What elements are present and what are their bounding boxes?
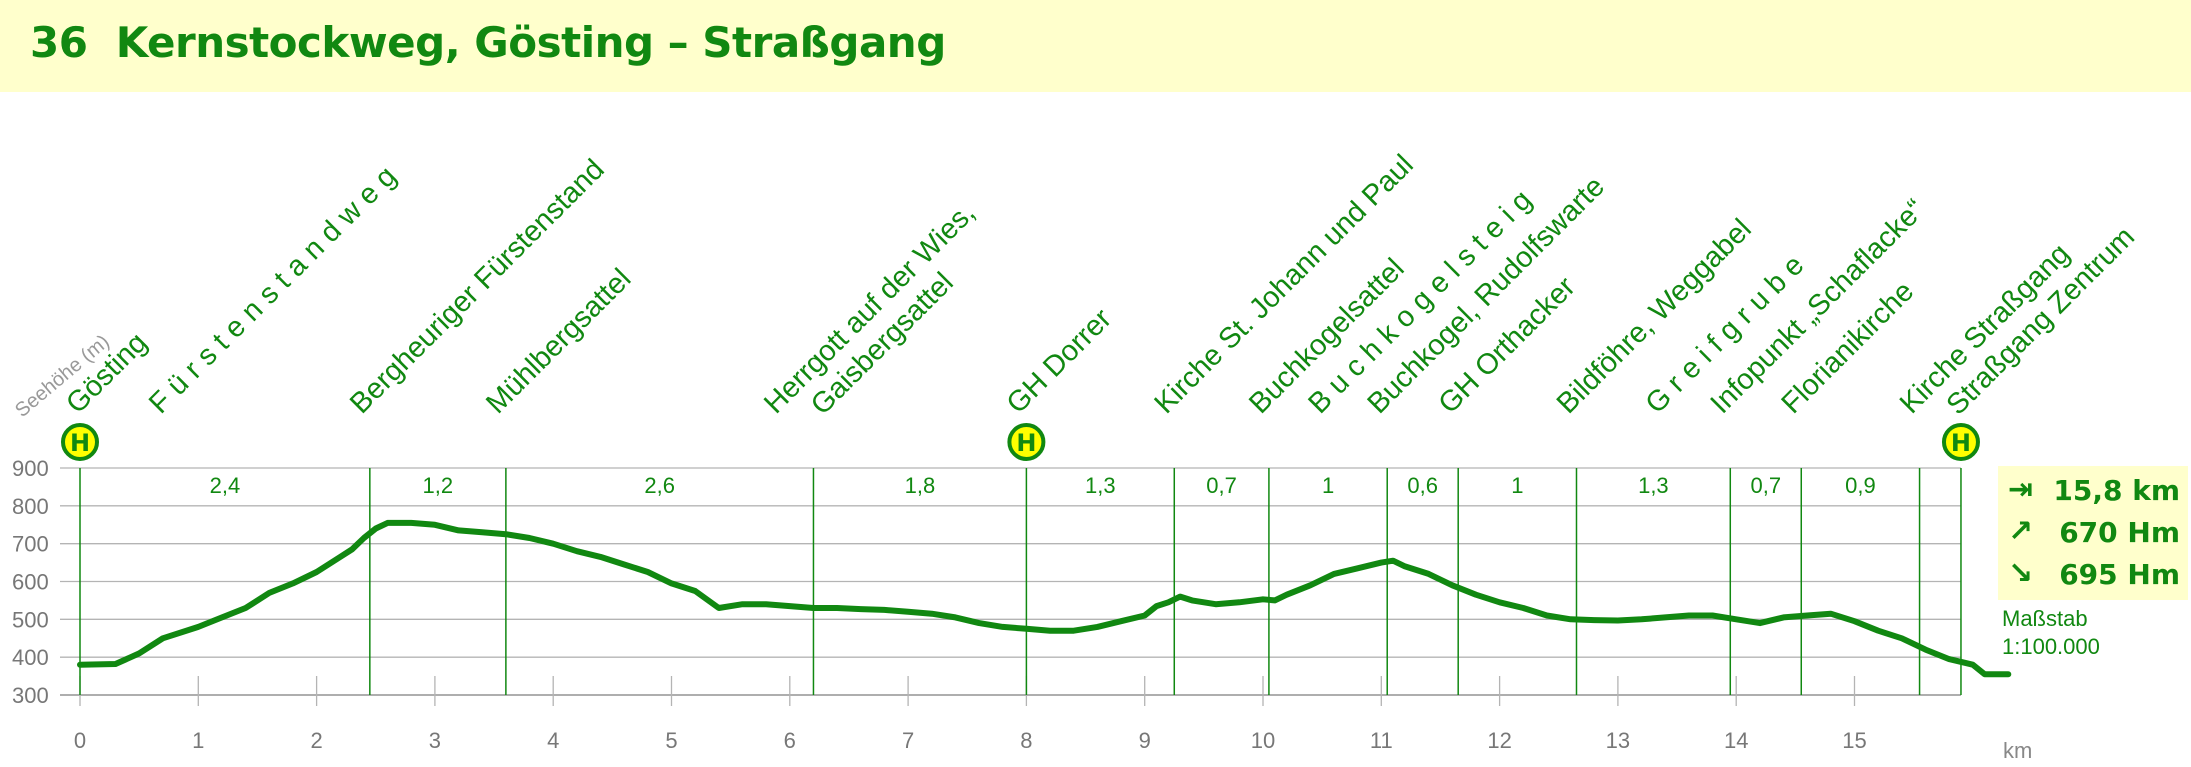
arrow-down-right-icon: ↘ — [2008, 556, 2034, 591]
segment-distance-label: 1,3 — [1085, 473, 1116, 498]
bus-stop-letter: H — [1951, 429, 1971, 457]
waypoint-label: GH Dorrer — [1001, 303, 1118, 420]
arrow-right-bar-icon: ⇥ — [2008, 472, 2034, 507]
x-axis-label: km — [2003, 738, 2032, 763]
scale-label: Maßstab — [2002, 606, 2088, 631]
title-banner: 36 Kernstockweg, Gösting – Straßgang — [0, 0, 2191, 92]
x-tick-label: 5 — [665, 728, 677, 753]
waypoint-label: Mühlbergsattel — [480, 263, 637, 420]
waypoint-label-line: GH Dorrer — [1001, 303, 1118, 420]
bus-stop-icon — [1007, 423, 1046, 461]
elevation-profile-line — [77, 519, 2012, 678]
segment-distance-label: 2,4 — [210, 473, 241, 498]
y-tick-label: 800 — [12, 494, 49, 519]
page-title: 36 Kernstockweg, Gösting – Straßgang — [30, 18, 946, 67]
x-tick-label: 14 — [1724, 728, 1748, 753]
x-tick-label: 0 — [74, 728, 86, 753]
waypoint-label: Herrgott auf der Wies,Gaisbergsattel — [758, 197, 1005, 444]
segment-distance-label: 0,7 — [1206, 473, 1237, 498]
x-tick-label: 12 — [1487, 728, 1511, 753]
ascent-row: ↗ 670 Hm — [1998, 512, 2188, 552]
x-tick-label: 13 — [1606, 728, 1630, 753]
y-tick-label: 400 — [12, 645, 49, 670]
waypoint-label-line: Herrgott auf der Wies, — [758, 197, 981, 420]
segment-distance-label: 1,2 — [423, 473, 454, 498]
bus-stop-letter: H — [70, 429, 90, 457]
segment-distance-label: 1 — [1511, 473, 1523, 498]
x-tick-label: 11 — [1370, 728, 1393, 753]
x-tick-label: 7 — [902, 728, 914, 753]
route-summary-box: ⇥ 15,8 km ↗ 670 Hm ↘ 695 Hm — [1998, 466, 2188, 600]
descent-row: ↘ 695 Hm — [1998, 554, 2188, 594]
y-tick-label: 500 — [12, 607, 49, 632]
distance-row: ⇥ 15,8 km — [1998, 470, 2188, 510]
y-tick-label: 300 — [12, 683, 49, 708]
scale-value: 1:100.000 — [2002, 634, 2100, 659]
bus-stop-letter: H — [1016, 429, 1036, 457]
waypoint-label: Kirche StraßgangStraßgang Zentrum — [1894, 197, 2141, 444]
segment-distance-label: 0,7 — [1750, 473, 1781, 498]
segment-distance-label: 1 — [1322, 473, 1334, 498]
x-tick-label: 3 — [429, 728, 441, 753]
distance-value: 15,8 km — [2053, 474, 2180, 507]
x-tick-label: 6 — [784, 728, 796, 753]
y-tick-label: 900 — [12, 456, 49, 481]
y-tick-label: 700 — [12, 532, 49, 557]
arrow-up-right-icon: ↗ — [2008, 514, 2034, 549]
segment-distance-label: 2,6 — [644, 473, 675, 498]
segment-distance-label: 0,6 — [1407, 473, 1438, 498]
y-tick-label: 600 — [12, 570, 49, 595]
x-tick-label: 10 — [1251, 728, 1275, 753]
x-tick-label: 4 — [547, 728, 559, 753]
x-tick-label: 1 — [192, 728, 204, 753]
segment-distance-label: 0,9 — [1845, 473, 1876, 498]
waypoint-label-line: Mühlbergsattel — [480, 263, 637, 420]
x-tick-label: 2 — [310, 728, 322, 753]
segment-distance-label: 1,3 — [1638, 473, 1669, 498]
bus-stop-icon — [1941, 423, 1980, 461]
x-tick-label: 9 — [1139, 728, 1151, 753]
bus-stop-icon — [61, 423, 99, 461]
segment-distance-label: 1,8 — [905, 473, 936, 498]
x-tick-label: 15 — [1842, 728, 1866, 753]
x-tick-label: 8 — [1020, 728, 1032, 753]
ascent-value: 670 Hm — [2059, 516, 2180, 549]
descent-value: 695 Hm — [2059, 558, 2180, 591]
